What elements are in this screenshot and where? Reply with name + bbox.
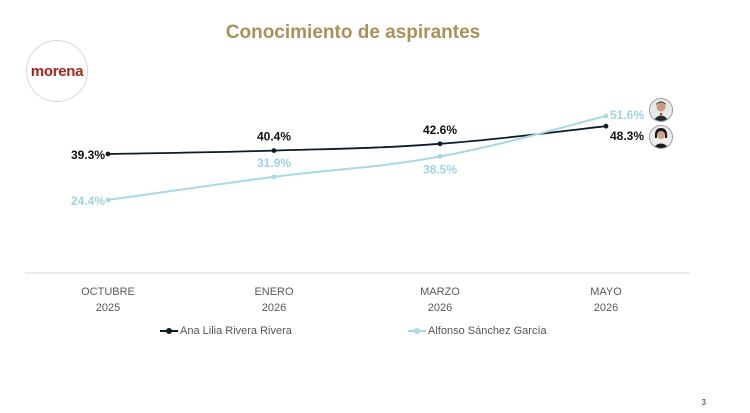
data-label-2: 51.6% [610, 108, 644, 122]
x-tick-label: MARZO [420, 286, 460, 298]
legend-swatch-ana-lilia [160, 326, 178, 336]
series-line-2 [107, 115, 607, 201]
legend-label-ana-lilia: Ana Lilia Rivera Rivera [180, 325, 292, 337]
page-number: 3 [701, 398, 706, 407]
data-label-2: 31.9% [257, 156, 291, 170]
data-point-1 [105, 151, 111, 157]
logo-text: morena [30, 62, 84, 80]
data-point-2 [271, 174, 277, 180]
data-point-1 [437, 141, 443, 147]
x-tick-label: 2026 [594, 302, 618, 314]
legend-item-ana-lilia: Ana Lilia Rivera Rivera [160, 325, 292, 337]
data-point-1 [603, 123, 609, 129]
legend-label-alfonso: Alfonso Sánchez García [428, 325, 547, 337]
x-tick-label: MAYO [590, 286, 622, 298]
x-tick-label: OCTUBRE [81, 286, 135, 298]
data-label-2: 38.5% [423, 162, 457, 176]
data-label-1: 48.3% [610, 129, 644, 143]
data-label-2: 24.4% [71, 194, 105, 208]
data-label-1: 40.4% [257, 130, 291, 144]
data-point-2 [603, 113, 609, 119]
series-line-1 [107, 125, 607, 155]
x-tick-label: 2026 [262, 302, 286, 314]
data-label-1: 39.3% [71, 148, 105, 162]
data-point-2 [105, 197, 111, 203]
legend-item-alfonso: Alfonso Sánchez García [408, 325, 547, 337]
data-label-1: 42.6% [423, 123, 457, 137]
legend-swatch-alfonso [408, 326, 426, 336]
morena-logo: morena [26, 40, 88, 102]
chart-legend: Ana Lilia Rivera Rivera Alfonso Sánchez … [0, 325, 750, 345]
x-tick-label: ENERO [254, 286, 294, 298]
man-portrait-icon [649, 98, 673, 122]
x-tick-label: 2026 [428, 302, 452, 314]
x-tick-label: 2025 [96, 302, 120, 314]
data-point-2 [437, 154, 443, 159]
woman-portrait-icon [649, 125, 673, 149]
chart-title: Conocimiento de aspirantes [225, 22, 481, 43]
data-point-1 [271, 148, 277, 153]
